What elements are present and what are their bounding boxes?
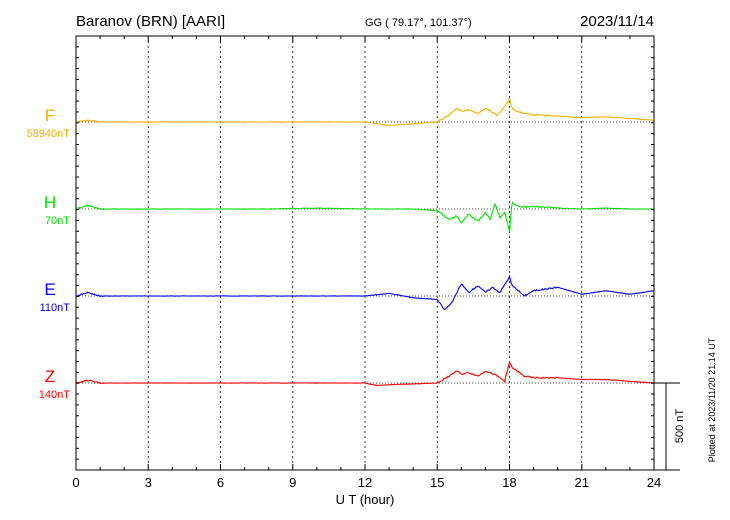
x-tick-label-3: 3 (145, 475, 152, 490)
series-baseline-z: 140nT (39, 389, 70, 401)
tick-marks (75, 36, 655, 470)
x-tick-label-0: 0 (72, 475, 79, 490)
series-name-z: Z (45, 367, 55, 386)
x-tick-label-9: 9 (289, 475, 296, 490)
x-tick-label-6: 6 (217, 475, 224, 490)
plotted-timestamp: Plotted at 2023/11/20 21:14 UT (707, 337, 717, 462)
series-line-e (75, 274, 655, 311)
series-baseline-f: 58940nT (27, 128, 71, 140)
scale-bar: 500 nT (654, 382, 686, 471)
series-baseline-h: 70nT (45, 215, 70, 227)
plot-date: 2023/11/14 (580, 13, 654, 30)
x-tick-label-15: 15 (430, 475, 444, 490)
x-tick-label-24: 24 (647, 475, 661, 490)
x-tick-labels: 0 3 6 9 12 15 18 21 24 (72, 475, 661, 490)
series-line-z (75, 360, 655, 387)
series-line-h (75, 201, 655, 232)
x-axis-label: U T (hour) (336, 492, 395, 507)
series-name-h: H (44, 193, 56, 212)
station-title: Baranov (BRN) [AARI] (76, 13, 225, 30)
series-name-f: F (45, 106, 55, 125)
x-tick-label-21: 21 (575, 475, 589, 490)
series-labels: F 58940nT H 70nT E 110nT Z 140nT (27, 106, 71, 401)
series-name-e: E (44, 280, 55, 299)
geographic-coordinates: GG ( 79.17°, 101.37°) (365, 17, 472, 29)
x-tick-label-12: 12 (358, 475, 372, 490)
series-lines (75, 97, 655, 387)
scale-bar-label: 500 nT (674, 409, 686, 444)
x-tick-label-18: 18 (502, 475, 516, 490)
series-line-f (75, 97, 655, 127)
series-baseline-e: 110nT (40, 302, 71, 314)
grid-lines (147, 36, 583, 470)
